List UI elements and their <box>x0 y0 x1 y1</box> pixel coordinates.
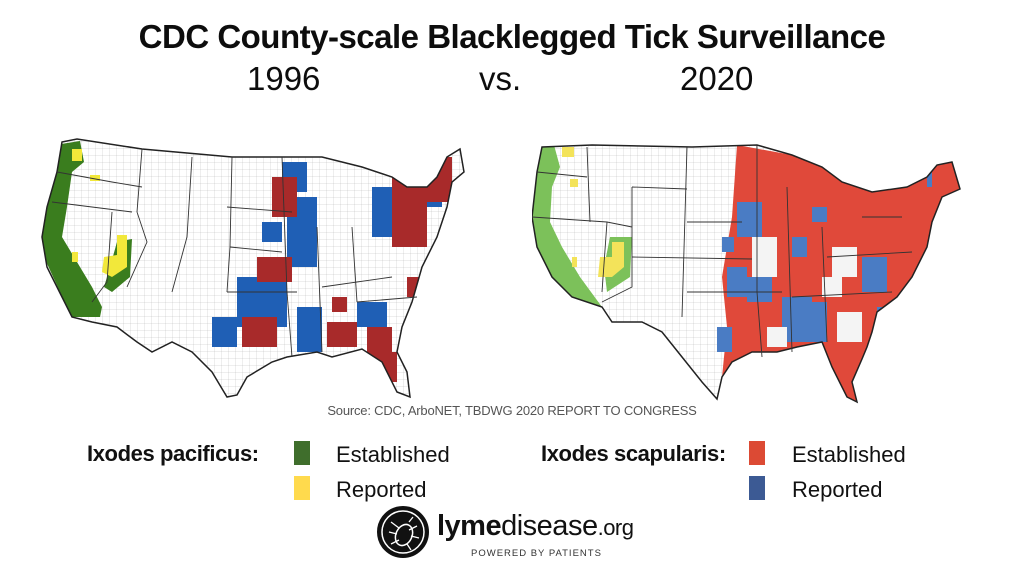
established-swatch <box>294 441 310 465</box>
source-citation: Source: CDC, ArboNET, TBDWG 2020 REPORT … <box>327 403 697 418</box>
legend-species-label: Ixodes pacificus: <box>87 441 259 466</box>
year-right-label: 2020 <box>680 60 754 97</box>
legend-species-label: Ixodes scapularis: <box>541 441 726 466</box>
tick-logo-icon <box>377 506 429 558</box>
map-1996 <box>41 138 465 399</box>
map-2020 <box>532 144 961 404</box>
logo-tagline: POWERED BY PATIENTS <box>471 548 602 559</box>
lymedisease-logo: lymedisease.org POWERED BY PATIENTS <box>377 506 647 566</box>
reported-label: Reported <box>792 477 883 502</box>
versus-label: vs. <box>479 60 522 97</box>
reported-swatch <box>294 476 310 500</box>
reported-swatch <box>749 476 765 500</box>
established-swatch <box>749 441 765 465</box>
logo-wordmark: lymedisease.org <box>437 510 634 542</box>
reported-label: Reported <box>336 477 427 502</box>
established-label: Established <box>336 442 450 467</box>
page-title: CDC County-scale Blacklegged Tick Survei… <box>138 18 886 55</box>
established-label: Established <box>792 442 906 467</box>
year-left-label: 1996 <box>247 60 321 97</box>
